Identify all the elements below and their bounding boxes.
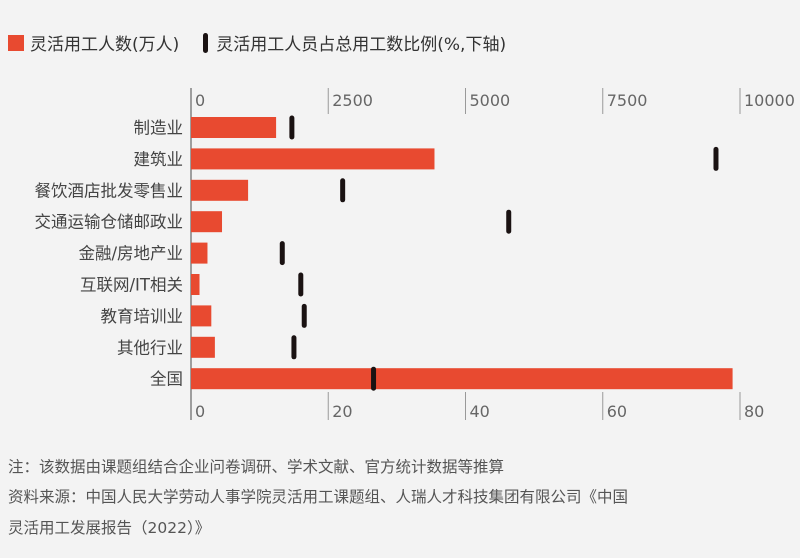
category-label: 教育培训业 — [101, 307, 184, 326]
top-tick-label: 5000 — [470, 91, 511, 110]
marker-ratio — [291, 335, 297, 360]
top-tick-label: 2500 — [332, 91, 373, 110]
legend: 灵活用工人数(万人) 灵活用工人员占总用工数比例(%,下轴) — [8, 30, 506, 55]
legend-bar-label: 灵活用工人数(万人) — [30, 35, 180, 55]
bar-worker-count — [191, 242, 208, 264]
bottom-tick-label: 20 — [332, 402, 352, 421]
bottom-tick-label: 40 — [470, 402, 490, 421]
legend-marker-label: 灵活用工人员占总用工数比例(%,下轴) — [216, 35, 507, 55]
top-tick-label: 7500 — [607, 91, 648, 110]
chart-note: 注：该数据由课题组结合企业问卷调研、学术文献、官方统计数据等推算 — [8, 458, 505, 476]
bottom-tick-label: 80 — [744, 402, 764, 421]
marker-ratio — [298, 272, 304, 297]
bar-worker-count — [191, 336, 215, 358]
bottom-tick-label: 60 — [607, 402, 627, 421]
category-label: 建筑业 — [134, 150, 184, 169]
marker-ratio — [371, 366, 377, 391]
category-label: 金融/房地产业 — [78, 244, 183, 263]
bar-worker-count — [191, 368, 733, 390]
bottom-tick-label: 0 — [195, 402, 205, 421]
bar-worker-count — [191, 117, 277, 138]
legend-marker-swatch — [203, 32, 209, 53]
marker-ratio — [279, 241, 285, 266]
bar-worker-count — [191, 305, 212, 327]
bar-worker-count — [191, 179, 249, 201]
category-label: 交通运输仓储邮政业 — [35, 213, 184, 232]
category-label: 制造业 — [134, 119, 184, 138]
category-label: 互联网/IT相关 — [80, 276, 183, 295]
category-label: 餐饮酒店批发零售业 — [35, 181, 184, 200]
marker-ratio — [301, 303, 307, 328]
chart: 0 2500 5000 7500 10000 0 20 40 60 80 制造业建筑业餐饮酒店批发零… — [35, 88, 795, 421]
bar-worker-count — [191, 274, 200, 295]
category-label: 其他行业 — [117, 338, 183, 357]
top-tick-label: 0 — [195, 91, 205, 110]
marker-ratio — [289, 115, 295, 140]
legend-bar-swatch — [8, 34, 24, 51]
bar-worker-count — [191, 148, 435, 170]
category-label: 全国 — [150, 370, 183, 389]
marker-ratio — [506, 209, 512, 234]
marker-ratio — [713, 146, 719, 171]
marker-ratio — [340, 178, 346, 203]
bar-worker-count — [191, 211, 223, 233]
source-line-1: 资料来源：中国人民大学劳动人事学院灵活用工课题组、人瑞人才科技集团有限公司《中国 — [8, 488, 629, 506]
source-line-2: 灵活用工发展报告（2022）》 — [8, 519, 211, 537]
top-tick-label: 10000 — [744, 91, 795, 110]
